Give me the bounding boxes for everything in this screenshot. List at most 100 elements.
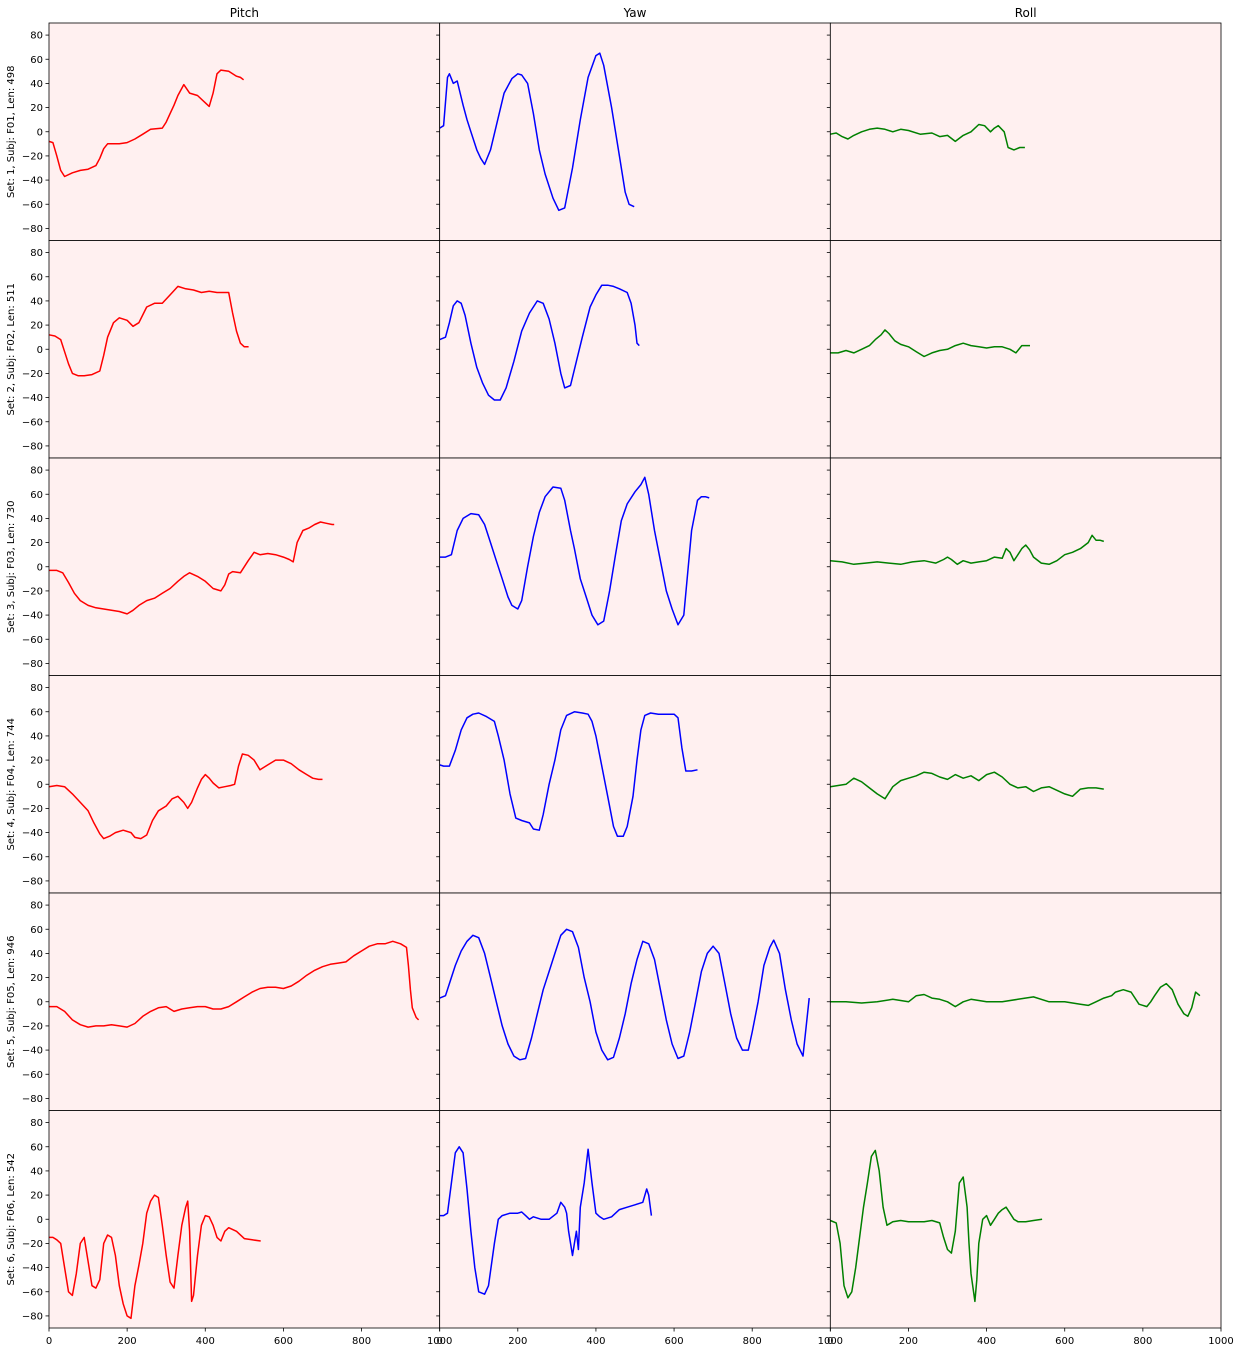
subplot-4-yaw bbox=[436, 675, 831, 894]
y-tick-label: 40 bbox=[30, 731, 43, 742]
subplot-background bbox=[439, 458, 831, 676]
series-line-yaw bbox=[439, 52, 635, 212]
y-tick-label: 20 bbox=[30, 103, 43, 114]
row-label: Set: 2, Subj: F02, Len: 511 bbox=[6, 283, 17, 415]
x-tick-label: 0 bbox=[436, 1336, 442, 1347]
y-tick-label: 80 bbox=[30, 31, 43, 42]
x-tick-label: 400 bbox=[196, 1336, 215, 1347]
y-tick-label: −60 bbox=[22, 635, 43, 646]
x-tick-label: 600 bbox=[665, 1336, 684, 1347]
series-line-roll bbox=[830, 329, 1030, 358]
subplot-background bbox=[830, 23, 1221, 241]
y-tick-label: −40 bbox=[22, 393, 43, 404]
x-tick-label: 800 bbox=[743, 1336, 762, 1347]
y-tick-label: −20 bbox=[22, 151, 43, 162]
subplot-background bbox=[830, 1110, 1221, 1328]
subplot-background bbox=[830, 240, 1221, 458]
y-tick-label: −20 bbox=[22, 369, 43, 380]
column-title-yaw: Yaw bbox=[623, 6, 647, 20]
y-tick-label: 20 bbox=[30, 973, 43, 984]
y-tick-label: −60 bbox=[22, 417, 43, 428]
x-tick-label: 200 bbox=[508, 1336, 527, 1347]
y-tick-label: −80 bbox=[22, 876, 43, 887]
subplot-5-pitch bbox=[45, 892, 441, 1111]
subplot-2-yaw bbox=[436, 240, 831, 459]
y-tick-label: 0 bbox=[37, 127, 43, 138]
subplot-3-yaw bbox=[436, 457, 831, 676]
y-tick-label: 20 bbox=[30, 756, 43, 767]
subplot-6-roll bbox=[826, 1110, 1222, 1332]
y-tick-label: 0 bbox=[37, 345, 43, 356]
y-tick-label: 0 bbox=[37, 1215, 43, 1226]
x-tick-label: 1000 bbox=[1208, 1336, 1233, 1347]
series-line-pitch bbox=[48, 69, 245, 178]
y-tick-label: 80 bbox=[30, 466, 43, 477]
subplot-background bbox=[49, 893, 440, 1111]
row-label: Set: 6, Subj: F06, Len: 542 bbox=[6, 1153, 17, 1285]
y-tick-label: 40 bbox=[30, 949, 43, 960]
x-tick-label: 200 bbox=[118, 1336, 137, 1347]
y-tick-label: 80 bbox=[30, 683, 43, 694]
y-tick-label: 20 bbox=[30, 1191, 43, 1202]
y-tick-label: 60 bbox=[30, 55, 43, 66]
y-tick-label: −40 bbox=[22, 176, 43, 187]
y-tick-label: 80 bbox=[30, 248, 43, 259]
y-tick-label: 60 bbox=[30, 925, 43, 936]
series-line-roll bbox=[830, 534, 1105, 566]
subplot-background bbox=[49, 240, 440, 458]
y-tick-label: 40 bbox=[30, 514, 43, 525]
y-tick-label: −80 bbox=[22, 1094, 43, 1105]
row-label: Set: 1, Subj: F01, Len: 498 bbox=[6, 66, 17, 198]
y-tick-label: −60 bbox=[22, 852, 43, 863]
x-tick-label: 200 bbox=[899, 1336, 918, 1347]
y-tick-label: −40 bbox=[22, 828, 43, 839]
subplot-background bbox=[49, 23, 440, 241]
series-line-yaw bbox=[439, 476, 710, 626]
subplot-4-roll bbox=[826, 675, 1222, 894]
y-tick-label: −20 bbox=[22, 1239, 43, 1250]
series-line-pitch bbox=[48, 285, 249, 377]
series-line-yaw bbox=[439, 1146, 653, 1295]
series-line-pitch bbox=[48, 753, 323, 840]
subplot-5-roll bbox=[826, 892, 1222, 1111]
x-tick-label: 400 bbox=[977, 1336, 996, 1347]
column-title-pitch: Pitch bbox=[230, 6, 259, 20]
y-tick-label: 60 bbox=[30, 272, 43, 283]
y-tick-label: −20 bbox=[22, 1021, 43, 1032]
x-tick-label: 600 bbox=[1055, 1336, 1074, 1347]
subplot-background bbox=[439, 23, 831, 241]
y-tick-label: 40 bbox=[30, 1166, 43, 1177]
row-label: Set: 4, Subj: F04, Len: 744 bbox=[6, 718, 17, 850]
x-tick-label: 1000 bbox=[818, 1336, 843, 1347]
subplot-background bbox=[49, 675, 440, 893]
subplot-3-roll bbox=[826, 457, 1222, 676]
series-line-roll bbox=[830, 982, 1201, 1018]
y-tick-label: 0 bbox=[37, 780, 43, 791]
y-tick-label: −60 bbox=[22, 200, 43, 211]
y-tick-label: 40 bbox=[30, 79, 43, 90]
y-tick-label: 0 bbox=[37, 997, 43, 1008]
x-tick-label: 400 bbox=[586, 1336, 605, 1347]
y-tick-label: −80 bbox=[22, 224, 43, 235]
y-tick-label: 20 bbox=[30, 321, 43, 332]
series-line-roll bbox=[830, 123, 1025, 151]
x-tick-label: 0 bbox=[827, 1336, 833, 1347]
y-tick-label: −80 bbox=[22, 441, 43, 452]
subplot-2-roll bbox=[826, 240, 1222, 459]
y-tick-label: 60 bbox=[30, 490, 43, 501]
subplot-background bbox=[439, 1110, 831, 1328]
subplot-1-roll bbox=[826, 22, 1222, 241]
series-line-pitch bbox=[49, 521, 335, 615]
subplot-background bbox=[830, 458, 1221, 676]
subplot-4-pitch bbox=[45, 675, 441, 894]
subplot-background bbox=[49, 1110, 440, 1328]
subplot-background bbox=[830, 675, 1221, 893]
subplot-background bbox=[439, 893, 831, 1111]
y-tick-label: −60 bbox=[22, 1070, 43, 1081]
column-title-roll: Roll bbox=[1015, 6, 1037, 20]
y-tick-label: −40 bbox=[22, 611, 43, 622]
y-tick-label: −60 bbox=[22, 1287, 43, 1298]
subplot-6-yaw bbox=[436, 1110, 831, 1332]
y-tick-label: −20 bbox=[22, 586, 43, 597]
